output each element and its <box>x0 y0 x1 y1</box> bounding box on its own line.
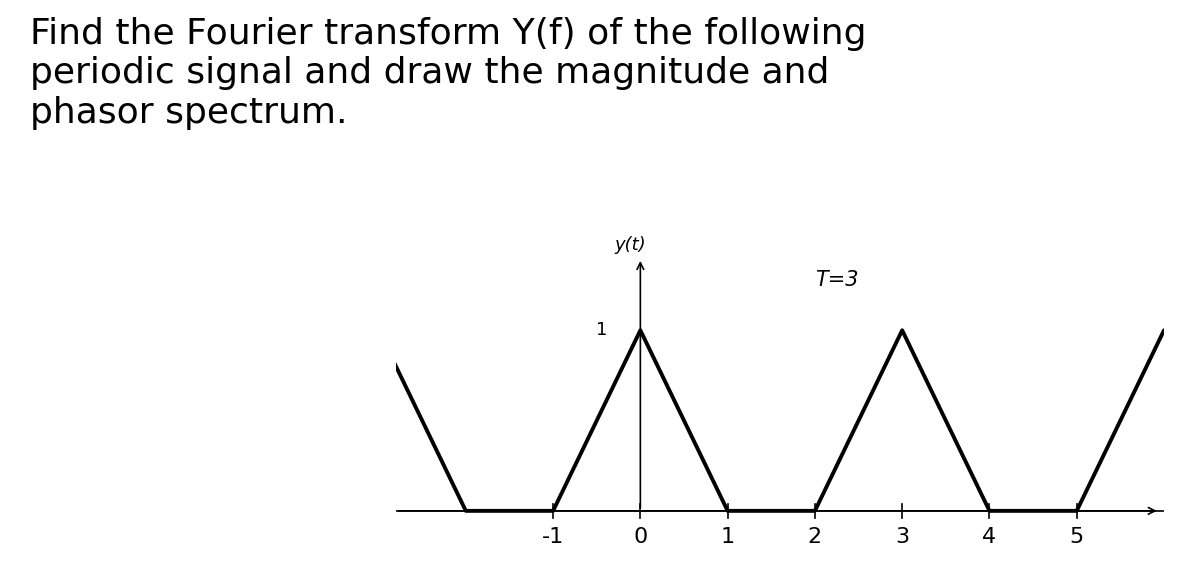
Text: 5: 5 <box>1069 527 1084 547</box>
Text: 2: 2 <box>808 527 822 547</box>
Text: 3: 3 <box>895 527 910 547</box>
Text: 0: 0 <box>634 527 648 547</box>
Text: 1: 1 <box>720 527 734 547</box>
Text: -1: -1 <box>542 527 564 547</box>
Text: Find the Fourier transform Y(f) of the following
periodic signal and draw the ma: Find the Fourier transform Y(f) of the f… <box>30 17 866 130</box>
Text: 1: 1 <box>596 321 607 339</box>
Text: y(t): y(t) <box>614 237 646 255</box>
Text: T=3: T=3 <box>815 270 858 290</box>
Text: 4: 4 <box>983 527 996 547</box>
